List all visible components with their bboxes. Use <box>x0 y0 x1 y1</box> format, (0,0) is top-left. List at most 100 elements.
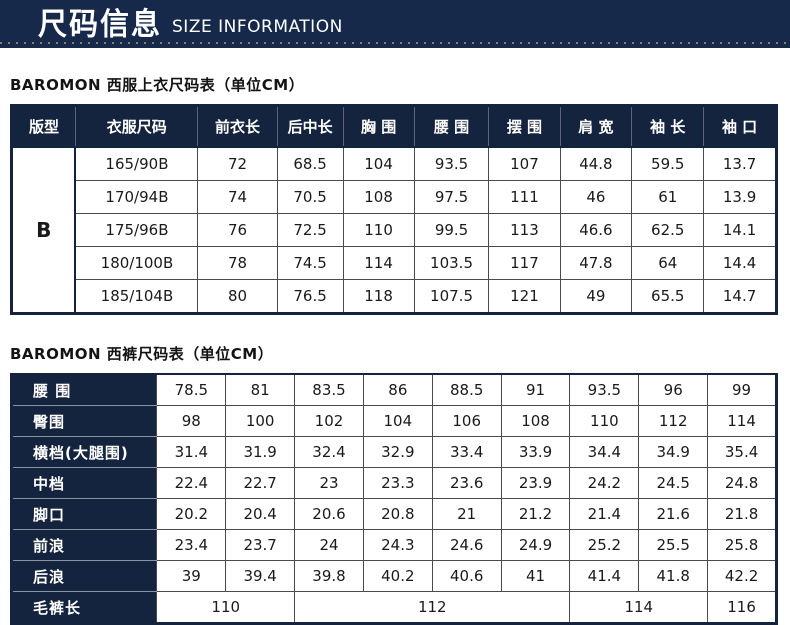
jacket-table-cell: 49 <box>559 279 633 314</box>
pants-table-cell: 21.4 <box>569 498 640 530</box>
jacket-table-cell: 70.5 <box>276 180 344 214</box>
jacket-column-header: 后中长 <box>276 105 344 147</box>
jacket-table-cell: 46 <box>559 180 633 214</box>
pants-table-cell: 104 <box>362 405 433 437</box>
jacket-table-cell: 180/100B <box>74 246 199 280</box>
pants-table-cell: 24.2 <box>569 467 640 499</box>
pants-table-cell: 21 <box>431 498 502 530</box>
jacket-table-cell: 170/94B <box>74 180 199 214</box>
jacket-table-cell: 44.8 <box>559 146 633 181</box>
jacket-table-cell: 110 <box>342 213 415 247</box>
pants-row-label: 前浪 <box>11 529 157 561</box>
pants-table-cell: 78.5 <box>156 373 227 406</box>
jacket-table-cell: 14.4 <box>703 246 777 280</box>
jacket-table-cell: 113 <box>488 213 561 247</box>
jacket-table-cell: 76 <box>197 213 278 247</box>
pants-table-cell: 42.2 <box>707 560 777 592</box>
pants-table-cell: 41.8 <box>638 560 709 592</box>
pants-table-cell: 88.5 <box>431 373 502 406</box>
jacket-table-cell: 78 <box>197 246 278 280</box>
pants-table-row: 臀围 98 100 102 104 106 108 110 112 114 <box>11 405 777 437</box>
jacket-table-cell: 104 <box>342 146 415 181</box>
pants-table-cell: 32.4 <box>294 436 364 468</box>
pants-row-label: 腰 围 <box>11 374 157 406</box>
pants-table-cell: 20.8 <box>362 498 433 530</box>
pants-table-cell: 23.9 <box>500 467 571 499</box>
pants-length-cell: 116 <box>707 591 777 624</box>
fit-type-cell: B <box>11 146 77 314</box>
pants-table-cell: 24.8 <box>707 467 777 499</box>
pants-length-row: 毛裤长 110 112 114 116 <box>11 591 777 624</box>
jacket-table-cell: 46.6 <box>559 213 633 247</box>
jacket-table-title: BAROMON 西服上衣尺码表（单位CM） <box>10 76 305 94</box>
pants-row-label: 脚口 <box>11 498 157 530</box>
jacket-table-row: B 165/90B 72 68.5 104 93.5 107 44.8 59.5 13.7 <box>11 146 777 314</box>
jacket-table-cell: 103.5 <box>413 246 490 280</box>
size-info-content: BAROMON 西服上衣尺码表（单位CM） 版型 衣服尺码 前衣长 后中长胸 围腰 围… <box>0 74 790 625</box>
jacket-column-header: 肩 宽 <box>559 105 632 147</box>
jacket-table-cell: 47.8 <box>559 246 633 280</box>
jacket-table-row: 170/94B 74 70.5 108 97.5 111 46 61 13.9 <box>12 180 777 214</box>
pants-table-cell: 41.4 <box>569 560 640 592</box>
pants-table-cell: 32.9 <box>362 436 433 468</box>
pants-table-cell: 23.6 <box>431 467 502 499</box>
section-title-cn: 尺码信息 <box>38 5 163 42</box>
pants-table-cell: 41 <box>500 560 571 592</box>
pants-table-cell: 102 <box>294 405 364 437</box>
pants-row-label: 中档 <box>11 467 157 499</box>
jacket-table-cell: 59.5 <box>631 146 705 181</box>
pants-table-cell: 98 <box>156 405 227 437</box>
jacket-column-header: 衣服尺码 <box>74 105 198 147</box>
pants-table-cell: 114 <box>707 405 777 437</box>
jacket-column-header: 袖 口 <box>703 105 777 147</box>
jacket-table-cell: 68.5 <box>276 146 344 181</box>
pants-table-row: 前浪 23.4 23.7 24 24.3 24.6 24.9 25.2 25.5 25.8 <box>11 529 777 561</box>
jacket-table-cell: 65.5 <box>631 279 705 314</box>
pants-table-cell: 39 <box>156 560 227 592</box>
pants-table-cell: 33.9 <box>500 436 571 468</box>
jacket-table-cell: 118 <box>342 279 415 314</box>
pants-table-cell: 21.6 <box>638 498 709 530</box>
jacket-table-cell: 61 <box>631 180 705 214</box>
section-title-en: SIZE INFORMATION <box>172 17 343 37</box>
jacket-table-row: 175/96B 76 72.5 110 99.5 113 46.6 62.5 14.1 <box>12 213 777 247</box>
jacket-table-cell: 64 <box>631 246 705 280</box>
pants-table-cell: 34.4 <box>569 436 640 468</box>
pants-table-cell: 40.6 <box>431 560 502 592</box>
jacket-size-table: 版型 衣服尺码 前衣长 后中长胸 围腰 围摆 围肩 宽袖 长袖 口 B 165/90B 7… <box>10 104 778 315</box>
jacket-header-row: 版型 衣服尺码 前衣长 后中长胸 围腰 围摆 围肩 宽袖 长袖 口 <box>11 105 777 147</box>
pants-table-cell: 22.4 <box>156 467 227 499</box>
pants-table-row: 横档(大腿围) 31.4 31.9 32.4 32.9 33.4 33.9 34.4 34.9 3… <box>11 436 777 468</box>
jacket-table-cell: 117 <box>488 246 561 280</box>
jacket-column-header: 前衣长 <box>197 105 278 147</box>
pants-table-cell: 81 <box>225 373 296 406</box>
jacket-table-cell: 13.7 <box>703 146 777 181</box>
jacket-table-cell: 13.9 <box>703 180 777 214</box>
jacket-table-cell: 74.5 <box>276 246 344 280</box>
jacket-table-cell: 121 <box>488 279 561 314</box>
pants-table-cell: 22.7 <box>225 467 296 499</box>
jacket-table-cell: 72.5 <box>276 213 344 247</box>
pants-table-cell: 110 <box>569 405 640 437</box>
pants-table-cell: 20.4 <box>225 498 296 530</box>
pants-table-title: BAROMON 西裤尺码表（单位CM） <box>10 345 274 363</box>
pants-table-cell: 25.5 <box>638 529 709 561</box>
pants-table-cell: 106 <box>431 405 502 437</box>
jacket-table-row: 185/104B 80 76.5 118 107.5 121 49 65.5 14.7 <box>12 279 777 314</box>
jacket-table-cell: 114 <box>342 246 415 280</box>
pants-table-cell: 83.5 <box>294 373 364 406</box>
jacket-column-header: 胸 围 <box>342 105 415 147</box>
jacket-table-cell: 107.5 <box>413 279 490 314</box>
pants-table-cell: 24.9 <box>500 529 571 561</box>
dotted-divider <box>0 42 790 44</box>
pants-table-cell: 24.3 <box>362 529 433 561</box>
pants-table-cell: 21.8 <box>707 498 777 530</box>
pants-table-cell: 86 <box>362 373 433 406</box>
pants-length-cell: 110 <box>156 591 296 624</box>
pants-table-cell: 23.3 <box>362 467 433 499</box>
pants-row-label: 横档(大腿围) <box>11 436 157 468</box>
pants-table-cell: 100 <box>225 405 296 437</box>
pants-table-cell: 96 <box>638 373 709 406</box>
pants-table-cell: 91 <box>500 373 571 406</box>
pants-table-cell: 24.5 <box>638 467 709 499</box>
